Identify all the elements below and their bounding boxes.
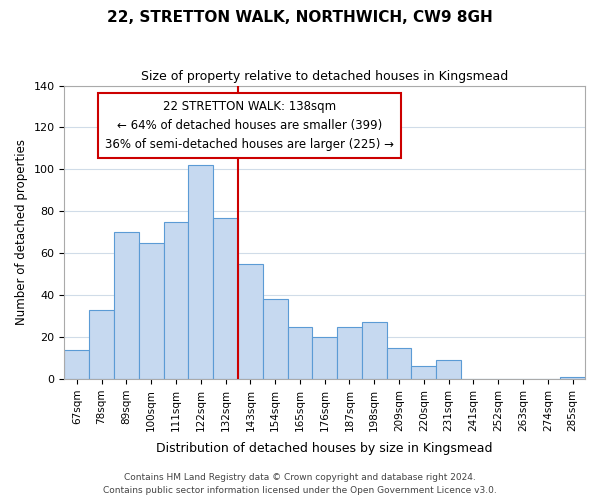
Bar (436, 360, 461, 379)
Bar (238, 264, 263, 379)
X-axis label: Distribution of detached houses by size in Kingsmead: Distribution of detached houses by size … (157, 442, 493, 455)
Bar (386, 348, 412, 379)
Bar (263, 300, 287, 379)
Text: Contains HM Land Registry data © Crown copyright and database right 2024.
Contai: Contains HM Land Registry data © Crown c… (103, 474, 497, 495)
Bar (139, 243, 164, 379)
Title: Size of property relative to detached houses in Kingsmead: Size of property relative to detached ho… (141, 70, 508, 83)
Bar (362, 322, 386, 379)
Bar (287, 326, 313, 379)
Bar (188, 165, 213, 379)
Bar (412, 366, 436, 379)
Bar (64, 350, 89, 379)
Bar (213, 218, 238, 379)
Bar (164, 222, 188, 379)
Bar (337, 326, 362, 379)
Bar (89, 310, 114, 379)
Y-axis label: Number of detached properties: Number of detached properties (15, 140, 28, 326)
Text: 22, STRETTON WALK, NORTHWICH, CW9 8GH: 22, STRETTON WALK, NORTHWICH, CW9 8GH (107, 10, 493, 25)
Bar (313, 337, 337, 379)
Bar (114, 232, 139, 379)
Bar (560, 377, 585, 379)
Text: 22 STRETTON WALK: 138sqm
← 64% of detached houses are smaller (399)
36% of semi-: 22 STRETTON WALK: 138sqm ← 64% of detach… (105, 100, 394, 150)
